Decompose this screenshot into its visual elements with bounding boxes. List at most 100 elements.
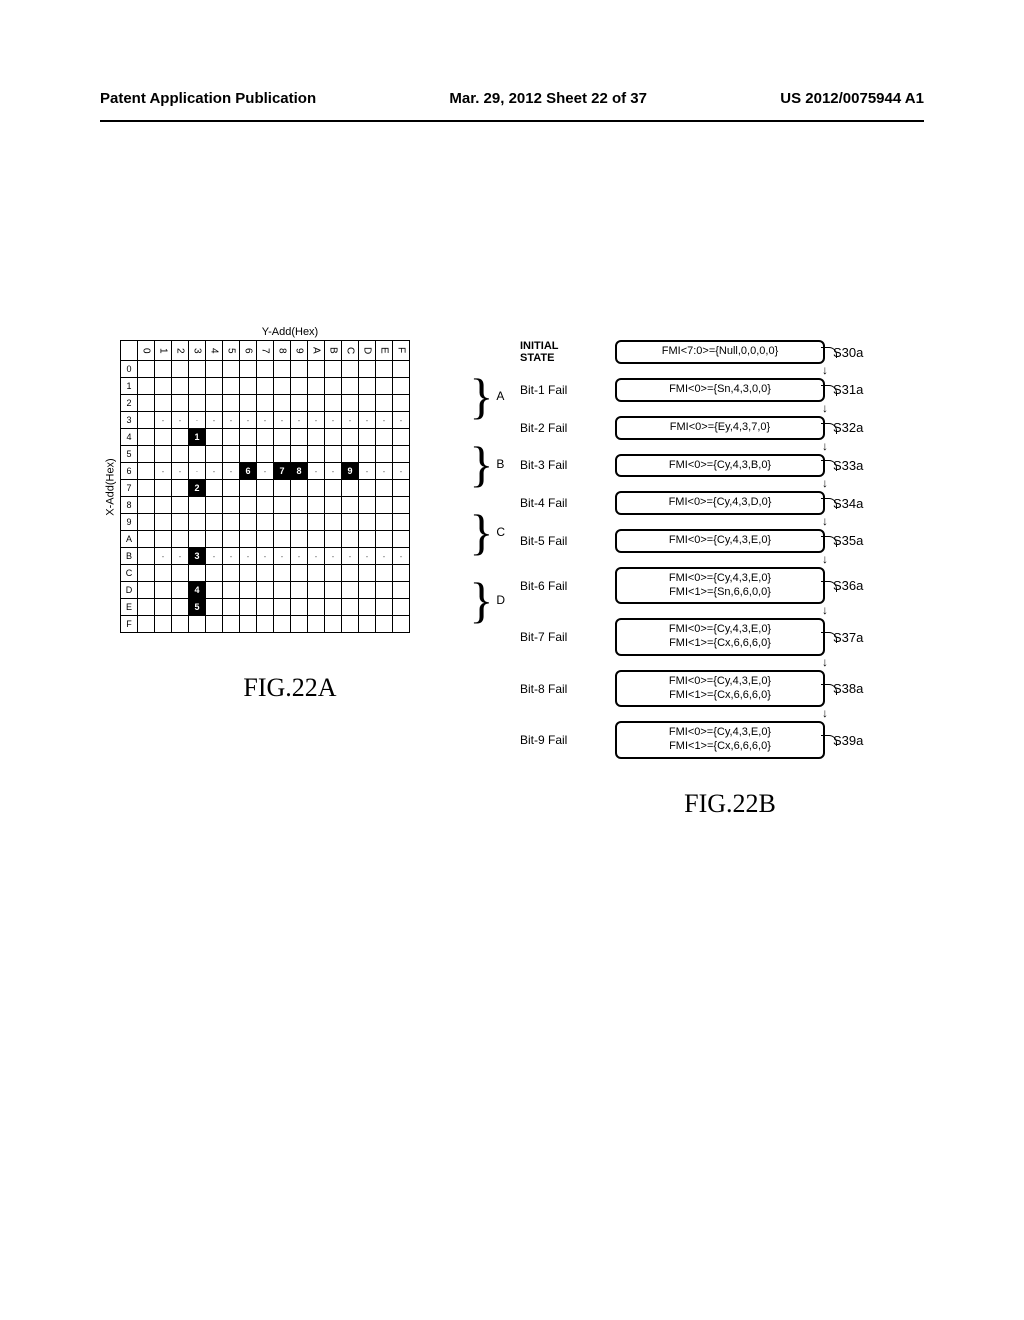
grid-cell [359, 616, 376, 633]
arrow-down-icon: ↓ [710, 658, 940, 670]
grid-cell [359, 497, 376, 514]
grid-cell [308, 378, 325, 395]
flow-step: Bit-4 FailFMI<0>={Cy,4,3,D,0}S34a [520, 491, 940, 515]
grid-cell: - [359, 548, 376, 565]
grid-cell [155, 480, 172, 497]
flow-step-id: S32a [833, 420, 863, 435]
col-header: C [342, 341, 359, 361]
grid-cell [308, 616, 325, 633]
flow-step: INITIALSTATEFMI<7:0>={Null,0,0,0,0}S30a [520, 340, 940, 364]
flow-step-label: Bit-8 Fail [520, 682, 615, 696]
grid-cell [257, 446, 274, 463]
grid-cell [257, 514, 274, 531]
grid-cell [274, 565, 291, 582]
row-header: 9 [121, 514, 138, 531]
grid-cell [240, 429, 257, 446]
grid-cell [291, 395, 308, 412]
grid-cell [291, 514, 308, 531]
grid-cell [376, 531, 393, 548]
grid-cell: - [291, 548, 308, 565]
grid-cell [393, 378, 410, 395]
row-header: 6 [121, 463, 138, 480]
figure-a-caption: FIG.22A [100, 673, 480, 703]
region-label: A [496, 389, 504, 403]
grid-cell [291, 565, 308, 582]
grid-cell [155, 531, 172, 548]
flow-step-id: S36a [833, 578, 863, 593]
flow-step-label: Bit-3 Fail [520, 458, 615, 472]
grid-cell [223, 378, 240, 395]
grid-cell [155, 395, 172, 412]
grid-cell [393, 599, 410, 616]
grid-cell [308, 599, 325, 616]
grid-cell: - [172, 412, 189, 429]
flow-step-id: S35a [833, 533, 863, 548]
grid-cell: - [376, 463, 393, 480]
grid-cell [240, 582, 257, 599]
grid-cell [325, 497, 342, 514]
grid-cell [376, 565, 393, 582]
grid-cell [138, 412, 155, 429]
memory-grid: 0 1 2 3 4 5 6 7 8 9 A B C D E F 0 [120, 340, 410, 633]
arrow-down-icon: ↓ [710, 404, 940, 416]
grid-cell: - [172, 548, 189, 565]
flow-step-box: FMI<0>={Cy,4,3,E,0}FMI<1>={Cx,6,6,6,0} [615, 670, 825, 708]
grid-cell: 7 [274, 463, 291, 480]
grid-cell [240, 361, 257, 378]
grid-cell [325, 446, 342, 463]
grid-cell [376, 429, 393, 446]
grid-cell [376, 582, 393, 599]
figure-b-caption: FIG.22B [520, 789, 940, 819]
grid-cell [257, 378, 274, 395]
arrow-down-icon: ↓ [710, 709, 940, 721]
brace-icon: } [469, 517, 493, 547]
grid-row: 5 [121, 446, 410, 463]
flow-step-label: Bit-9 Fail [520, 733, 615, 747]
grid-cell [393, 446, 410, 463]
grid-cell: 3 [189, 548, 206, 565]
grid-cell: - [325, 412, 342, 429]
grid-cell [376, 446, 393, 463]
grid-cell: - [155, 412, 172, 429]
grid-cell [257, 361, 274, 378]
grid-cell [342, 429, 359, 446]
arrow-down-icon: ↓ [710, 517, 940, 529]
grid-cell [189, 378, 206, 395]
grid-cell: - [240, 412, 257, 429]
grid-cell [274, 429, 291, 446]
col-header: B [325, 341, 342, 361]
grid-cell: - [257, 548, 274, 565]
grid-cell [240, 565, 257, 582]
grid-cell [172, 446, 189, 463]
grid-cell [274, 531, 291, 548]
row-header: C [121, 565, 138, 582]
grid-cell [274, 395, 291, 412]
grid-cell [155, 497, 172, 514]
grid-cell [308, 446, 325, 463]
grid-cell [257, 599, 274, 616]
grid-cell [308, 429, 325, 446]
grid-cell [240, 599, 257, 616]
grid-cell [274, 599, 291, 616]
grid-cell [325, 395, 342, 412]
flow-step-id: S39a [833, 733, 863, 748]
flow-step-box: FMI<0>={Cy,4,3,E,0}FMI<1>={Cx,6,6,6,0} [615, 721, 825, 759]
grid-cell [393, 565, 410, 582]
grid-row: E5 [121, 599, 410, 616]
grid-cell: 4 [189, 582, 206, 599]
grid-cell [206, 378, 223, 395]
grid-cell [291, 582, 308, 599]
row-header: 7 [121, 480, 138, 497]
grid-cell [223, 497, 240, 514]
flow-step: Bit-7 FailFMI<0>={Cy,4,3,E,0}FMI<1>={Cx,… [520, 618, 940, 656]
flow-step: Bit-6 FailFMI<0>={Cy,4,3,E,0}FMI<1>={Sn,… [520, 567, 940, 605]
flow-step-box: FMI<0>={Cy,4,3,B,0} [615, 454, 825, 478]
flow-step-box: FMI<0>={Cy,4,3,E,0}FMI<1>={Sn,6,6,0,0} [615, 567, 825, 605]
grid-cell [223, 480, 240, 497]
grid-row: 8 [121, 497, 410, 514]
flow-step-label: Bit-1 Fail [520, 383, 615, 397]
brace-icon: } [469, 585, 493, 615]
grid-cell: - [342, 412, 359, 429]
flow-step-id: S33a [833, 458, 863, 473]
grid-cell [291, 446, 308, 463]
